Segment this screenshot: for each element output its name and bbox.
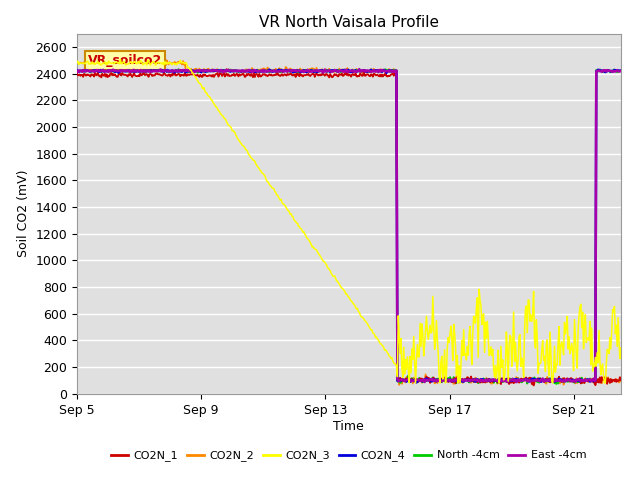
X-axis label: Time: Time xyxy=(333,420,364,433)
Title: VR North Vaisala Profile: VR North Vaisala Profile xyxy=(259,15,439,30)
Legend: CO2N_1, CO2N_2, CO2N_3, CO2N_4, North -4cm, East -4cm: CO2N_1, CO2N_2, CO2N_3, CO2N_4, North -4… xyxy=(107,446,591,466)
Text: VR_soilco2: VR_soilco2 xyxy=(88,54,162,67)
Y-axis label: Soil CO2 (mV): Soil CO2 (mV) xyxy=(17,170,29,257)
